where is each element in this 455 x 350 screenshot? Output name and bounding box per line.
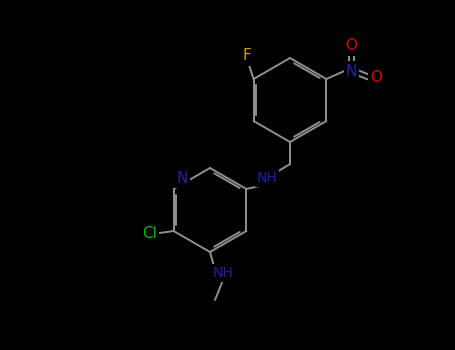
Text: F: F: [242, 49, 251, 63]
Text: O: O: [345, 38, 357, 54]
Text: N: N: [176, 171, 187, 186]
Text: O: O: [370, 70, 382, 84]
Text: NH: NH: [257, 171, 278, 185]
Text: Cl: Cl: [142, 225, 157, 240]
Text: N: N: [346, 63, 357, 78]
Text: NH: NH: [212, 266, 233, 280]
